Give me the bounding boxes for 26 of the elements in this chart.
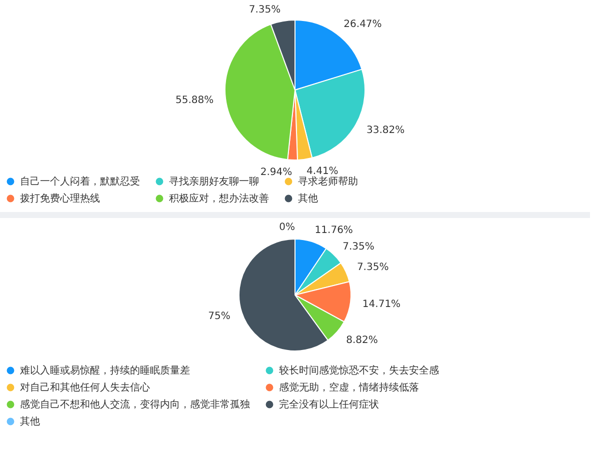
data-label: 33.82% bbox=[366, 125, 405, 136]
legend-label: 积极应对，想办法改善 bbox=[169, 192, 269, 204]
data-label: 14.71% bbox=[362, 298, 401, 310]
data-label: 7.35% bbox=[356, 262, 389, 273]
data-label: 2.94% bbox=[260, 166, 292, 178]
legend-label: 寻求老师帮助 bbox=[298, 176, 358, 188]
data-label: 75% bbox=[208, 311, 230, 322]
legend-label: 其他 bbox=[20, 416, 40, 428]
data-label: 4.41% bbox=[306, 166, 338, 178]
text: 0% bbox=[279, 222, 295, 233]
data-label: 8.82% bbox=[346, 334, 378, 346]
legend-label: 对自己和其他任何人失去信心 bbox=[20, 382, 150, 394]
legend-label: 感觉无助，空虚，情绪持续低落 bbox=[279, 382, 419, 394]
legend-label: 完全没有以上任何症状 bbox=[279, 398, 379, 410]
data-label: 26.47% bbox=[344, 19, 382, 30]
legend-label: 自己一个人闷着，默默忍受 bbox=[20, 176, 140, 188]
data-label: 11.76% bbox=[314, 224, 353, 236]
data-label: 55.88% bbox=[175, 95, 214, 106]
legend-label: 寻找亲朋好友聊一聊 bbox=[169, 176, 259, 188]
legend-label: 较长时间感觉惊恐不安，失去安全感 bbox=[279, 364, 439, 377]
legend-label: 感觉自己不想和他人交流，变得内向，感觉非常孤独 bbox=[20, 398, 250, 410]
legend-label: 其他 bbox=[298, 192, 318, 204]
legend-label: 拨打免费心理热线 bbox=[20, 192, 100, 204]
legend-label: 难以入睡或易惊醒，持续的睡眠质量差 bbox=[20, 364, 190, 377]
data-label: 7.35% bbox=[248, 4, 281, 16]
data-label: 7.35% bbox=[342, 241, 374, 252]
